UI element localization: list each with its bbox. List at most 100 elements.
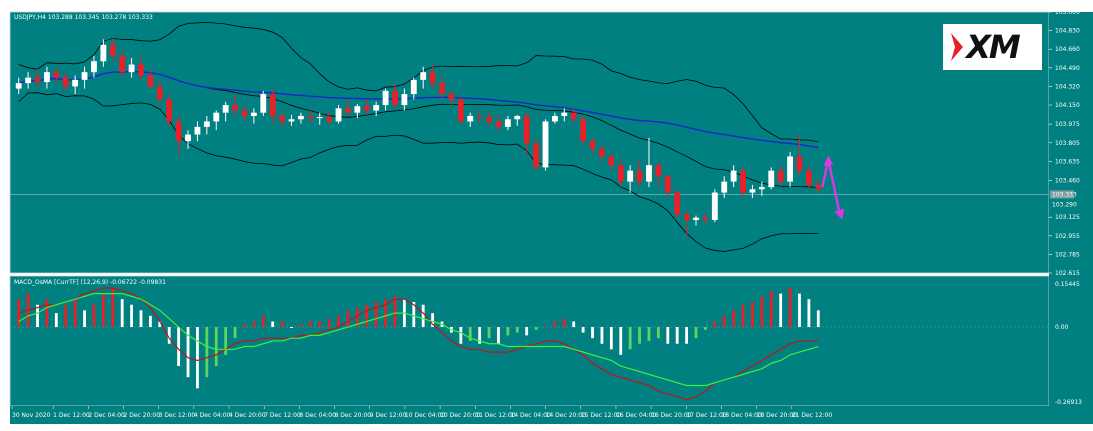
candle-body[interactable] — [138, 64, 144, 76]
candle-body[interactable] — [815, 184, 822, 190]
candle-body[interactable] — [326, 117, 333, 122]
candle-body[interactable] — [203, 121, 210, 127]
candle-body[interactable] — [166, 99, 173, 122]
forecast-arrow-up-head — [823, 155, 834, 166]
candle-body[interactable] — [297, 115, 304, 120]
candle-body[interactable] — [439, 83, 445, 95]
candle-body[interactable] — [373, 105, 380, 111]
candle-body[interactable] — [91, 61, 97, 73]
candle-body[interactable] — [777, 170, 784, 182]
candle-body[interactable] — [674, 192, 681, 215]
candle-body[interactable] — [354, 106, 361, 113]
candle-body[interactable] — [721, 181, 728, 193]
candle-body[interactable] — [758, 187, 765, 190]
candle-body[interactable] — [345, 108, 351, 113]
candle-body[interactable] — [128, 64, 135, 73]
candle-body[interactable] — [194, 126, 201, 135]
candle-body[interactable] — [787, 156, 793, 182]
candle-body[interactable] — [580, 119, 587, 142]
candle-body[interactable] — [213, 112, 220, 122]
candle-body[interactable] — [448, 94, 455, 100]
macd-histogram-bar — [327, 318, 331, 328]
candle-body[interactable] — [551, 115, 558, 122]
candle-body[interactable] — [25, 77, 32, 84]
candle-body[interactable] — [420, 72, 427, 80]
candle-body[interactable] — [495, 121, 502, 127]
candle-body[interactable] — [392, 90, 398, 106]
candle-body[interactable] — [222, 105, 229, 113]
candle-body[interactable] — [589, 141, 596, 149]
macd-histogram-bar — [478, 327, 482, 344]
candle-body[interactable] — [796, 156, 803, 171]
candle-body[interactable] — [81, 72, 88, 80]
candle-body[interactable] — [185, 134, 191, 142]
candle-body[interactable] — [740, 170, 746, 193]
candle-body[interactable] — [486, 117, 492, 122]
candle-body[interactable] — [62, 77, 69, 87]
candle-body[interactable] — [269, 94, 276, 116]
candle-body[interactable] — [608, 156, 615, 166]
macd-histogram-bar — [788, 288, 792, 328]
candle-body[interactable] — [636, 170, 643, 182]
macd-histogram-bar — [111, 288, 115, 328]
candle-body[interactable] — [768, 170, 775, 188]
candle-body[interactable] — [260, 94, 267, 113]
candle-body[interactable] — [617, 165, 624, 182]
candle-body[interactable] — [683, 214, 690, 220]
candle-body[interactable] — [504, 119, 511, 127]
candle-body[interactable] — [72, 79, 79, 87]
candle-body[interactable] — [307, 115, 314, 119]
candle-body[interactable] — [664, 176, 671, 193]
candle-body[interactable] — [523, 115, 530, 144]
candle-body[interactable] — [109, 44, 116, 56]
price-tick-label: 104.660 — [1055, 46, 1080, 53]
candle-body[interactable] — [175, 121, 182, 142]
candle-body[interactable] — [561, 112, 568, 116]
candle-body[interactable] — [53, 72, 60, 78]
candle-body[interactable] — [100, 44, 107, 62]
price-tick-label: 102.955 — [1055, 233, 1080, 240]
price-tick-label: 103.125 — [1055, 214, 1080, 221]
candle-body[interactable] — [702, 217, 709, 220]
candle-body[interactable] — [730, 170, 737, 182]
candle-body[interactable] — [429, 72, 436, 84]
candle-body[interactable] — [156, 86, 163, 100]
candle-body[interactable] — [119, 55, 126, 73]
candle-body[interactable] — [542, 121, 549, 168]
candle-body[interactable] — [805, 170, 812, 185]
candle-body[interactable] — [250, 112, 257, 116]
candle-body[interactable] — [410, 79, 417, 95]
candle-body[interactable] — [316, 117, 323, 119]
candle-body[interactable] — [646, 165, 652, 182]
macd-histogram-bar — [261, 315, 265, 328]
candle-body[interactable] — [363, 106, 370, 111]
macd-histogram-bar — [233, 327, 237, 339]
candle-body[interactable] — [533, 143, 540, 168]
candle-body[interactable] — [241, 110, 248, 116]
candle-body[interactable] — [711, 192, 718, 220]
candle-body[interactable] — [693, 217, 699, 220]
candle-body[interactable] — [147, 75, 154, 87]
candle-body[interactable] — [599, 148, 605, 157]
candle-body[interactable] — [34, 77, 41, 83]
candle-body[interactable] — [457, 99, 464, 122]
candle-body[interactable] — [382, 90, 389, 106]
candle-body[interactable] — [335, 108, 342, 122]
candle-body[interactable] — [467, 115, 474, 122]
candle-body[interactable] — [749, 189, 756, 193]
candle-body[interactable] — [15, 83, 22, 89]
time-axis-label: 18 Dec 20:00 — [757, 412, 798, 419]
candle-body[interactable] — [514, 115, 521, 120]
candle-body[interactable] — [655, 165, 662, 177]
macd-panel[interactable] — [10, 276, 1049, 406]
candle-body[interactable] — [476, 115, 483, 118]
candle-body[interactable] — [232, 105, 238, 111]
candle-body[interactable] — [401, 94, 408, 106]
candle-body[interactable] — [44, 72, 50, 83]
candle-body[interactable] — [288, 119, 295, 122]
time-axis-label: 8 Dec 04:00 — [299, 412, 336, 419]
candle-body[interactable] — [627, 170, 634, 182]
candle-body[interactable] — [279, 115, 286, 122]
candle-body[interactable] — [570, 112, 577, 120]
